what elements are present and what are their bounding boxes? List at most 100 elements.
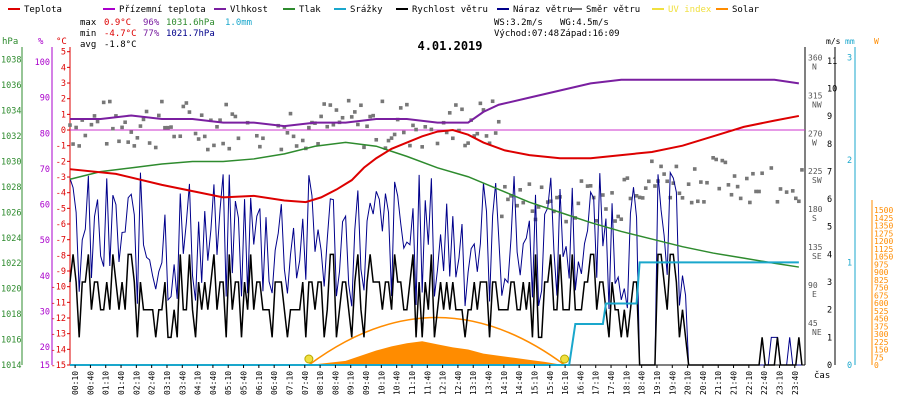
solar-tick: 1500 bbox=[874, 206, 893, 215]
wind-dir-point bbox=[460, 107, 464, 112]
wind-dir-point bbox=[141, 117, 146, 122]
wind-speed-tick: 1 bbox=[827, 333, 832, 343]
temperature-tick: -8 bbox=[56, 251, 66, 261]
wind-dir-point bbox=[111, 126, 115, 131]
wind-dir-tick: 135 bbox=[808, 243, 823, 252]
wind-dir-point bbox=[552, 209, 556, 214]
wind-dir-point bbox=[307, 125, 311, 130]
wind-dir-point bbox=[212, 143, 216, 148]
humidity-unit: % bbox=[38, 37, 44, 47]
temperature-tick: 3 bbox=[61, 79, 66, 89]
wind-dir-point bbox=[101, 100, 106, 105]
wind-dir-point bbox=[71, 142, 75, 146]
wind-dir-point bbox=[769, 166, 774, 170]
wind-dir-point bbox=[588, 184, 593, 188]
pressure-tick: 1026 bbox=[1, 208, 21, 218]
temperature-tick: -5 bbox=[56, 204, 66, 214]
x-tick-label: 07:10 bbox=[285, 371, 294, 395]
wind-dir-point bbox=[604, 207, 608, 211]
wind-dir-point bbox=[365, 124, 369, 129]
x-tick-label: 19:10 bbox=[653, 371, 662, 395]
wind-dir-point bbox=[738, 196, 743, 201]
wind-dir-point bbox=[340, 115, 345, 120]
x-tick-label: 16:40 bbox=[576, 371, 585, 395]
wind-dir-point bbox=[68, 123, 72, 127]
wind-dir-point bbox=[74, 125, 78, 130]
wind-dir-point bbox=[521, 200, 526, 205]
pressure-tick: 1034 bbox=[1, 107, 21, 117]
wind-dir-point bbox=[411, 123, 415, 128]
wind-dir-point bbox=[659, 164, 663, 169]
wind-dir-point bbox=[353, 110, 357, 114]
x-tick-label: 04:40 bbox=[209, 371, 218, 395]
temperature-tick: -1 bbox=[56, 142, 66, 152]
solar-tick: 900 bbox=[874, 268, 889, 277]
wind-dir-point bbox=[677, 191, 682, 196]
pressure-tick: 1028 bbox=[1, 183, 21, 193]
wind-dir-point bbox=[316, 142, 320, 146]
wind-dir-point bbox=[294, 144, 299, 148]
wind-dir-point bbox=[711, 156, 715, 160]
wind-dir-point bbox=[616, 214, 620, 219]
pressure-tick: 1020 bbox=[1, 285, 21, 295]
series-wind-gust bbox=[69, 170, 802, 366]
wind-dir-point bbox=[509, 194, 513, 198]
stat-max-label: max bbox=[80, 18, 97, 28]
temperature-tick: 4 bbox=[61, 63, 66, 73]
wind-dir-point bbox=[383, 146, 388, 150]
x-tick-label: 00:10 bbox=[71, 371, 80, 395]
wind-dir-point bbox=[622, 177, 627, 182]
wind-dir-point bbox=[717, 186, 722, 191]
wind-dir-point bbox=[291, 134, 296, 139]
x-tick-label: 20:10 bbox=[684, 371, 693, 395]
wind-dir-point bbox=[328, 103, 333, 107]
stat-max-hum: 96% bbox=[143, 18, 160, 28]
solar-tick: 600 bbox=[874, 299, 889, 308]
wind-dir-point bbox=[625, 176, 630, 180]
x-tick-label: 05:10 bbox=[224, 371, 233, 395]
wind-dir-point bbox=[457, 128, 461, 133]
wind-dir-point bbox=[135, 136, 140, 140]
wind-dir-label: W bbox=[812, 138, 817, 147]
temperature-tick: 5 bbox=[61, 48, 66, 58]
wind-dir-point bbox=[221, 141, 225, 146]
wind-dir-point bbox=[530, 209, 535, 213]
wind-dir-point bbox=[490, 99, 495, 104]
wind-dir-point bbox=[619, 217, 624, 222]
x-tick-label: 05:40 bbox=[240, 371, 249, 395]
wind-dir-point bbox=[380, 99, 385, 104]
wind-dir-point bbox=[108, 99, 112, 104]
wind-dir-point bbox=[751, 171, 755, 176]
wind-dir-point bbox=[408, 143, 412, 148]
wind-dir-point bbox=[435, 141, 440, 146]
pressure-tick: 1018 bbox=[1, 310, 21, 320]
wind-dir-point bbox=[117, 139, 121, 144]
x-tick-label: 10:40 bbox=[393, 371, 402, 395]
right-axes: 360N315NW270W225SW180S135SE90E45NEm/s012… bbox=[804, 37, 893, 371]
x-tick-label: 22:10 bbox=[745, 371, 754, 395]
wind-dir-point bbox=[429, 127, 434, 132]
stat-avg-label: avg bbox=[80, 40, 96, 50]
wind-dir-point bbox=[594, 218, 599, 223]
x-tick-label: 04:10 bbox=[194, 371, 203, 395]
x-tick-label: 16:10 bbox=[561, 371, 570, 395]
x-tick-label: 08:40 bbox=[331, 371, 340, 395]
humidity-tick: 80 bbox=[40, 129, 50, 139]
pressure-tick: 1016 bbox=[1, 336, 21, 346]
wind-dir-point bbox=[472, 134, 477, 138]
wind-dir-point bbox=[199, 113, 204, 117]
wind-dir-point bbox=[696, 199, 700, 204]
x-tick-label: 20:40 bbox=[699, 371, 708, 395]
wind-dir-point bbox=[790, 189, 795, 193]
wind-dir-point bbox=[80, 118, 85, 122]
wind-dir-point bbox=[729, 192, 734, 197]
pressure-tick: 1030 bbox=[1, 157, 21, 167]
wind-dir-point bbox=[484, 134, 489, 138]
wind-dir-point bbox=[662, 172, 666, 176]
series-humidity bbox=[70, 78, 800, 128]
x-tick-label: 06:40 bbox=[270, 371, 279, 395]
wind-dir-point bbox=[503, 184, 507, 189]
wind-dir-point bbox=[362, 145, 366, 150]
wind-dir-tick: 45 bbox=[808, 319, 818, 328]
wind-dir-point bbox=[371, 113, 375, 118]
